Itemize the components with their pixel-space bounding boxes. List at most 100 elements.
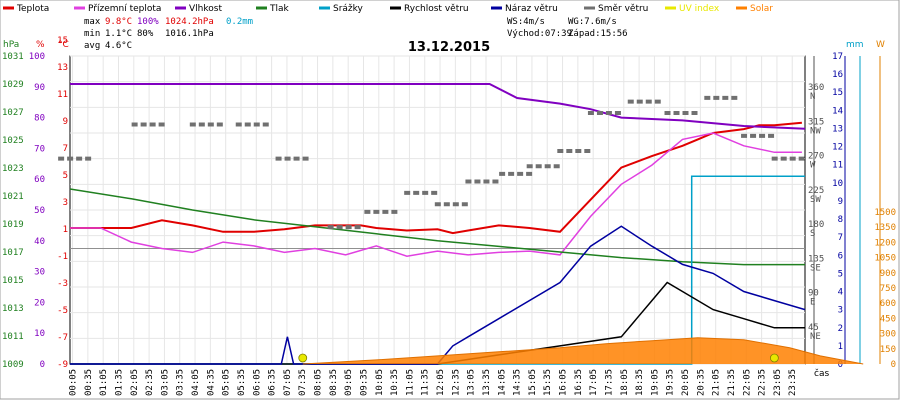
temperature-tick: -1 bbox=[57, 252, 68, 262]
humidity-tick: 0 bbox=[40, 360, 45, 370]
wind-ws: WS:4m/s bbox=[507, 17, 545, 27]
wind-wg: WG:7.6m/s bbox=[568, 17, 617, 27]
solar-tick: 150 bbox=[880, 345, 896, 355]
stats-min-label: min bbox=[84, 29, 100, 39]
x-tick-label: 05:05 bbox=[222, 369, 232, 396]
solar-tick: 1500 bbox=[874, 208, 896, 218]
solar-unit: W bbox=[876, 40, 885, 50]
temperature-tick: 3 bbox=[63, 198, 68, 208]
x-tick-label: 14:05 bbox=[497, 369, 507, 396]
x-tick-label: 00:05 bbox=[69, 369, 79, 396]
wind-speed-tick: 10 bbox=[832, 179, 843, 189]
temperature-tick: -5 bbox=[57, 306, 68, 316]
solar-tick: 300 bbox=[880, 330, 896, 340]
stats-min-press: 1016.1hPa bbox=[165, 29, 214, 39]
x-tick-label: 02:05 bbox=[130, 369, 140, 396]
temperature-tick: 1 bbox=[63, 225, 68, 235]
wind-dir-tick: 315 bbox=[808, 117, 824, 127]
x-tick-label: 10:05 bbox=[375, 369, 385, 396]
stats-avg-label: avg bbox=[84, 41, 100, 51]
wind-dir-tick: 90 bbox=[808, 289, 819, 299]
stats-block: max 9.8°C 100% 1024.2hPa 0.2mm min 1.1°C… bbox=[84, 17, 253, 51]
n-raz-v-tru-line bbox=[70, 225, 806, 365]
legend-label: Srážky bbox=[333, 4, 364, 14]
x-tick-label: 06:05 bbox=[252, 369, 262, 396]
solar-line bbox=[302, 337, 864, 365]
legend-label: Náraz větru bbox=[505, 4, 558, 14]
x-tick-label: 08:35 bbox=[329, 369, 339, 396]
sunset: Západ:15:56 bbox=[568, 29, 628, 39]
x-tick-label: 12:05 bbox=[436, 369, 446, 396]
temperature-tick: 11 bbox=[57, 90, 68, 100]
wind-speed-tick: 14 bbox=[832, 106, 843, 116]
legend-label: Solar bbox=[750, 4, 773, 14]
stats-min-hum: 80% bbox=[137, 29, 154, 39]
humidity-tick: 30 bbox=[34, 268, 45, 278]
wind-speed-tick: 13 bbox=[832, 124, 843, 134]
x-tick-label: 12:35 bbox=[451, 369, 461, 396]
solar-tick: 600 bbox=[880, 299, 896, 309]
x-tick-label: 15:35 bbox=[543, 369, 553, 396]
legend-label: Vlhkost bbox=[189, 4, 222, 14]
x-tick-label: 21:05 bbox=[712, 369, 722, 396]
stats-max-hum: 100% bbox=[137, 17, 159, 27]
x-tick-label: 09:05 bbox=[344, 369, 354, 396]
x-tick-label: 03:35 bbox=[176, 369, 186, 396]
legend-label: UV index bbox=[679, 4, 720, 14]
wind-speed-tick: 12 bbox=[832, 143, 843, 153]
x-tick-label: 04:35 bbox=[206, 369, 216, 396]
x-tick-label: 02:35 bbox=[145, 369, 155, 396]
wind-dir-label: SW bbox=[810, 195, 821, 205]
uv-index-point bbox=[298, 353, 308, 363]
x-tick-label: 18:05 bbox=[620, 369, 630, 396]
wind-dir-label: W bbox=[810, 161, 816, 171]
humidity-tick: 80 bbox=[34, 114, 45, 124]
x-tick-label: 09:35 bbox=[359, 369, 369, 396]
legend-label: Teplota bbox=[16, 4, 49, 14]
x-tick-label: 16:35 bbox=[574, 369, 584, 396]
x-axis-label: čas bbox=[814, 368, 829, 379]
x-tick-label: 07:05 bbox=[283, 369, 293, 396]
x-tick-label: 07:35 bbox=[298, 369, 308, 396]
temperature-tick: 13 bbox=[57, 63, 68, 73]
x-tick-label: 13:35 bbox=[482, 369, 492, 396]
x-tick-label: 03:05 bbox=[160, 369, 170, 396]
wind-speed-tick: 15 bbox=[832, 88, 843, 98]
temperature-unit: °C bbox=[58, 40, 69, 50]
temperature-tick: -9 bbox=[57, 360, 68, 370]
x-tick-label: 22:05 bbox=[742, 369, 752, 396]
temperature-tick: 9 bbox=[63, 117, 68, 127]
solar-tick: 1350 bbox=[874, 223, 896, 233]
x-tick-label: 04:05 bbox=[191, 369, 201, 396]
pressure-tick: 1031 bbox=[2, 52, 24, 62]
stats-avg-temp: 4.6°C bbox=[105, 41, 132, 51]
stats-max-label: max bbox=[84, 17, 101, 27]
solar-tick: 0 bbox=[891, 360, 896, 370]
wind-speed-tick: 2 bbox=[838, 324, 843, 334]
rain-unit: mm bbox=[846, 40, 864, 50]
wind-speed-tick: 17 bbox=[832, 52, 843, 62]
x-tick-label: 01:05 bbox=[99, 369, 109, 396]
pressure-tick: 1009 bbox=[2, 360, 24, 370]
legend: Teplota Přízemní teplota Vlhkost Tlak Srážky… bbox=[3, 4, 773, 14]
legend-label: Tlak bbox=[269, 4, 290, 14]
legend-label: Přízemní teplota bbox=[88, 4, 161, 14]
x-tick-label: 01:35 bbox=[114, 369, 124, 396]
temperature-tick: 7 bbox=[63, 144, 68, 154]
solar-area bbox=[302, 337, 864, 364]
temperature-tick: -7 bbox=[57, 333, 68, 343]
solar-tick: 450 bbox=[880, 314, 896, 324]
legend-label: Směr větru bbox=[598, 4, 648, 14]
pressure-tick: 1021 bbox=[2, 192, 24, 202]
wind-dir-tick: 360 bbox=[808, 83, 824, 93]
x-tick-label: 17:05 bbox=[589, 369, 599, 396]
wind-info-block: WS:4m/s WG:7.6m/s Východ:07:39 Západ:15:… bbox=[507, 17, 628, 39]
chart-title: 13.12.2015 bbox=[408, 40, 490, 55]
vlhkost-line bbox=[70, 83, 806, 130]
wind-dir-tick: 45 bbox=[808, 323, 819, 333]
x-tick-label: 11:35 bbox=[421, 369, 431, 396]
x-tick-label: 10:35 bbox=[390, 369, 400, 396]
